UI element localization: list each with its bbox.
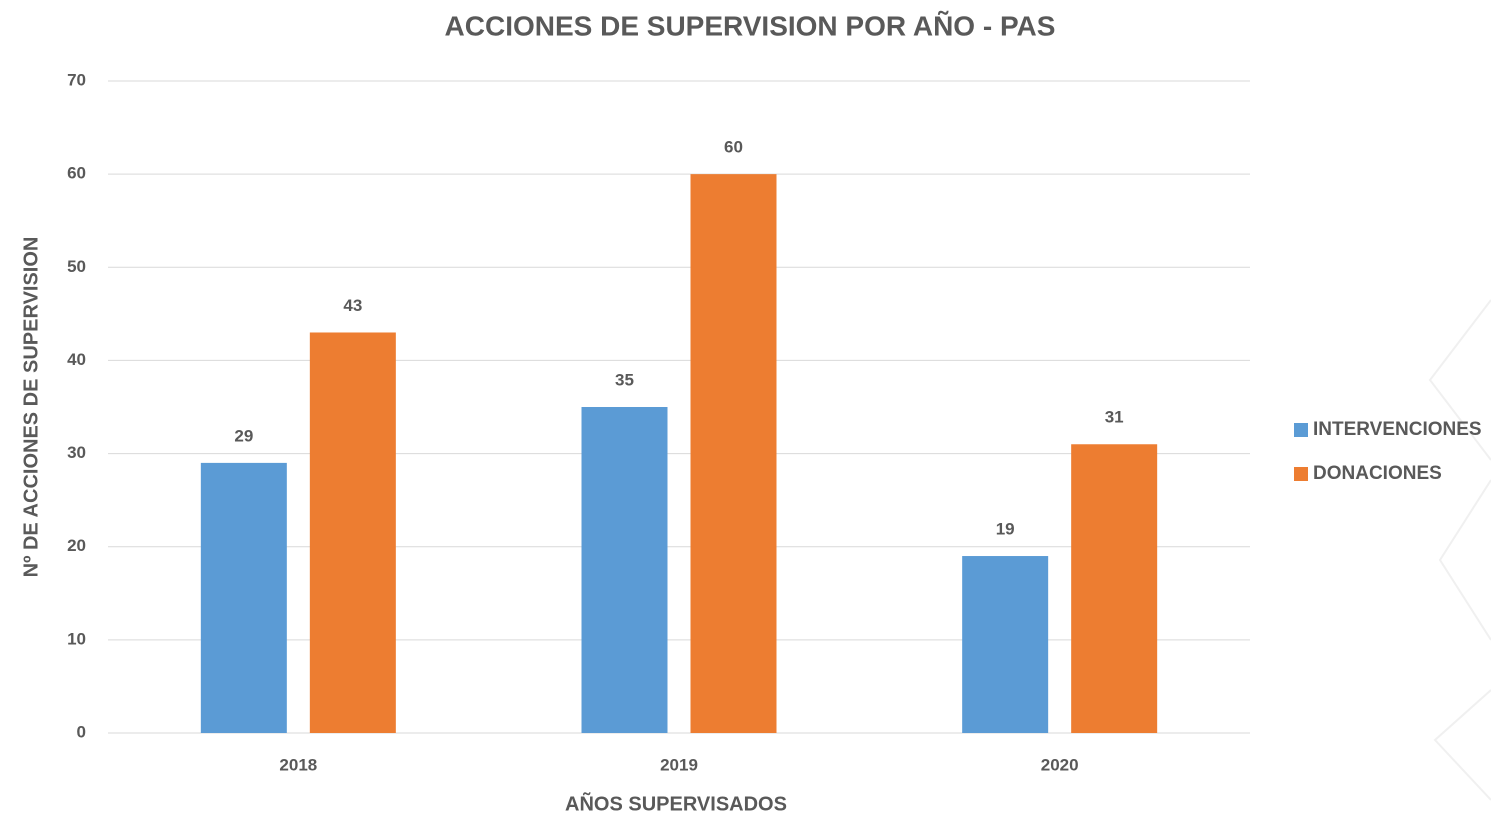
bar <box>309 332 396 733</box>
y-tick-label: 40 <box>67 350 86 369</box>
x-tick-label: 2020 <box>1041 755 1079 774</box>
data-label: 29 <box>234 426 253 445</box>
chart-title: ACCIONES DE SUPERVISION POR AÑO - PAS <box>445 10 1056 41</box>
bar <box>962 556 1049 733</box>
y-tick-label: 0 <box>77 722 86 741</box>
legend-label: DONACIONES <box>1313 463 1442 484</box>
bar <box>200 462 287 733</box>
bar <box>581 407 668 733</box>
data-label: 60 <box>724 138 743 157</box>
x-tick-label: 2019 <box>660 755 698 774</box>
y-tick-label: 70 <box>67 70 86 89</box>
background-decoration <box>1428 299 1491 801</box>
data-label: 31 <box>1105 408 1124 427</box>
legend-swatch <box>1294 467 1308 481</box>
bar <box>1071 444 1158 733</box>
y-axis-label: Nº DE ACCIONES DE SUPERVISION <box>20 237 42 578</box>
x-axis-label: AÑOS SUPERVISADOS <box>565 792 787 815</box>
legend-label: INTERVENCIONES <box>1313 419 1482 440</box>
y-tick-label: 30 <box>67 443 86 462</box>
y-tick-label: 50 <box>67 257 86 276</box>
data-label: 19 <box>996 520 1015 539</box>
x-tick-label: 2018 <box>279 755 317 774</box>
y-tick-label: 20 <box>67 536 86 555</box>
data-label: 43 <box>343 296 362 315</box>
y-tick-label: 10 <box>67 629 86 648</box>
data-label: 35 <box>615 370 634 389</box>
bar <box>690 174 777 734</box>
y-tick-label: 60 <box>67 164 86 183</box>
legend-swatch <box>1294 423 1308 437</box>
